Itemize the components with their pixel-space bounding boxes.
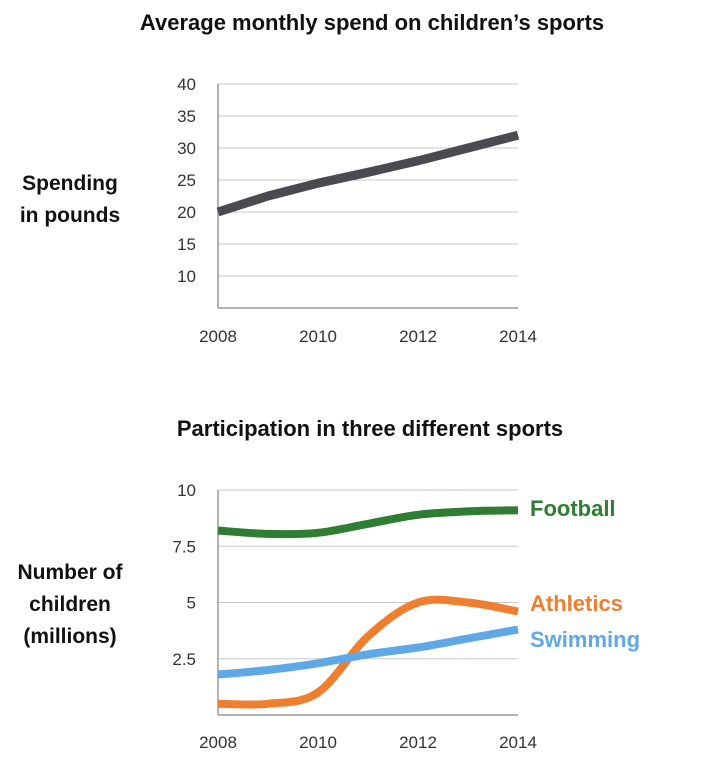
spend-chart: Average monthly spend on children’s spor…: [20, 10, 604, 346]
y-tick-label: 10: [177, 267, 196, 286]
y-tick-label: 35: [177, 107, 196, 126]
y-tick-label: 30: [177, 139, 196, 158]
y-tick-label: 15: [177, 235, 196, 254]
participation-chart-y-ticks: 10 7.5 5 2.5: [172, 481, 196, 669]
spend-chart-y-ticks: 40 35 30 25 20 15 10: [177, 75, 196, 286]
legend-label-athletics: Athletics: [530, 591, 623, 616]
participation-chart-title: Participation in three different sports: [177, 416, 563, 441]
series-line-swimming: [217, 625, 519, 679]
x-tick-label: 2014: [499, 327, 537, 346]
y-tick-label: 7.5: [172, 537, 196, 556]
participation-chart-x-ticks: 2008 2010 2012 2014: [199, 733, 537, 752]
spend-chart-title: Average monthly spend on children’s spor…: [140, 10, 604, 35]
x-tick-label: 2012: [399, 327, 437, 346]
series-line-football: [217, 506, 519, 539]
y-tick-label: 5: [187, 594, 196, 613]
x-tick-label: 2008: [199, 733, 237, 752]
y-tick-label: 40: [177, 75, 196, 94]
participation-chart-ylabel-line2: children: [29, 593, 111, 616]
x-tick-label: 2010: [299, 733, 337, 752]
spend-chart-ylabel-line1: Spending: [22, 172, 118, 195]
x-tick-label: 2008: [199, 327, 237, 346]
spend-chart-gridlines: [217, 83, 518, 309]
participation-chart-ylabel-line1: Number of: [18, 561, 124, 584]
x-tick-label: 2010: [299, 327, 337, 346]
participation-chart-ylabel-line3: (millions): [23, 625, 116, 648]
spend-chart-series: [216, 130, 520, 217]
x-tick-label: 2014: [499, 733, 537, 752]
y-tick-label: 25: [177, 171, 196, 190]
participation-chart-series: [217, 506, 519, 709]
legend-label-football: Football: [530, 496, 616, 521]
spend-chart-x-ticks: 2008 2010 2012 2014: [199, 327, 537, 346]
series-line-spending: [216, 130, 520, 217]
legend-label-swimming: Swimming: [530, 627, 640, 652]
y-tick-label: 20: [177, 203, 196, 222]
series-line-athletics: [217, 595, 519, 709]
y-tick-label: 2.5: [172, 650, 196, 669]
participation-chart-gridlines: [217, 489, 518, 716]
participation-chart: Participation in three different sports …: [18, 416, 641, 752]
participation-chart-legend: Football Athletics Swimming: [530, 496, 640, 652]
spend-chart-ylabel-line2: in pounds: [20, 204, 120, 227]
y-tick-label: 10: [177, 481, 196, 500]
x-tick-label: 2012: [399, 733, 437, 752]
